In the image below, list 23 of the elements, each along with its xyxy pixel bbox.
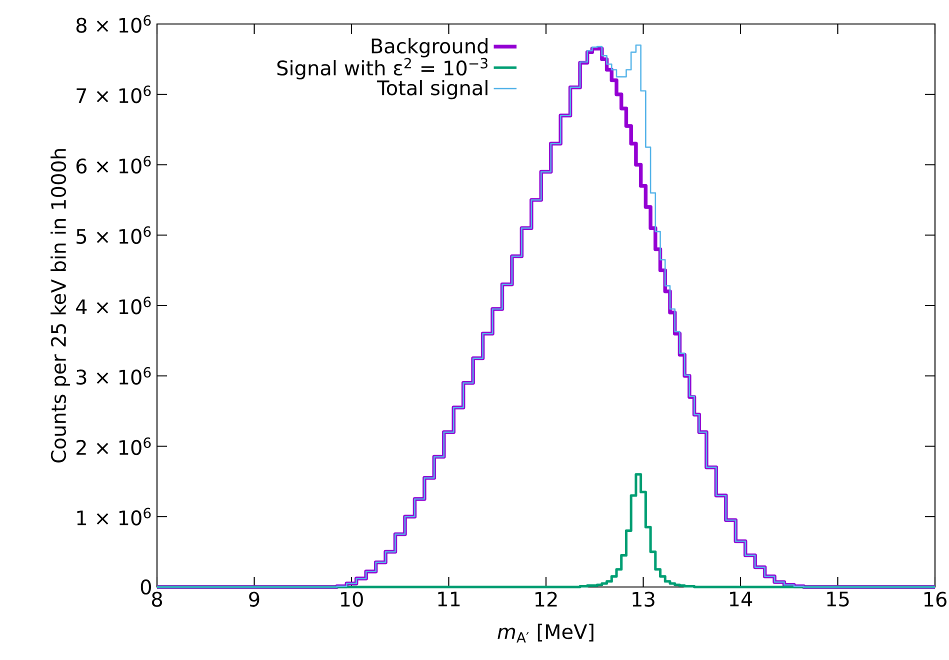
x-tick-label: 11 [438,592,460,606]
x-tick-label: 13 [632,592,654,607]
x-tick-label: 8 [152,592,162,607]
y-axis-title: Counts per 25 keV bin in 1000h [50,149,70,462]
x-tick-label: 15 [827,592,849,607]
x-axis-title: m$_{A′}$ [MeV] [498,624,594,642]
y-tick-label: 1 × 10$^{6}$ [77,508,151,526]
x-tick-label: 12 [535,592,557,607]
x-tick-label: 9 [249,592,260,607]
x-tick-label: 10 [340,592,363,607]
legend-label: Signal with ε$^{2}$ = 10$^{−3}$ [277,58,488,80]
y-tick-label: 7 × 10$^{6}$ [76,86,151,104]
legend-label: Background [372,38,488,58]
x-tick-label: 16 [924,592,946,607]
y-tick-label: 0 [140,579,151,595]
y-tick-label: 8 × 10$^{6}$ [76,15,151,33]
y-tick-label: 3 × 10$^{6}$ [76,367,151,385]
y-tick-label: 5 × 10$^{6}$ [76,226,151,244]
y-tick-label: 6 × 10$^{6}$ [76,156,151,174]
y-tick-label: 4 × 10$^{6}$ [76,296,151,314]
x-tick-label: 14 [730,592,752,606]
y-tick-label: 2 × 10$^{6}$ [76,437,151,456]
legend-label: Total signal [376,80,488,100]
